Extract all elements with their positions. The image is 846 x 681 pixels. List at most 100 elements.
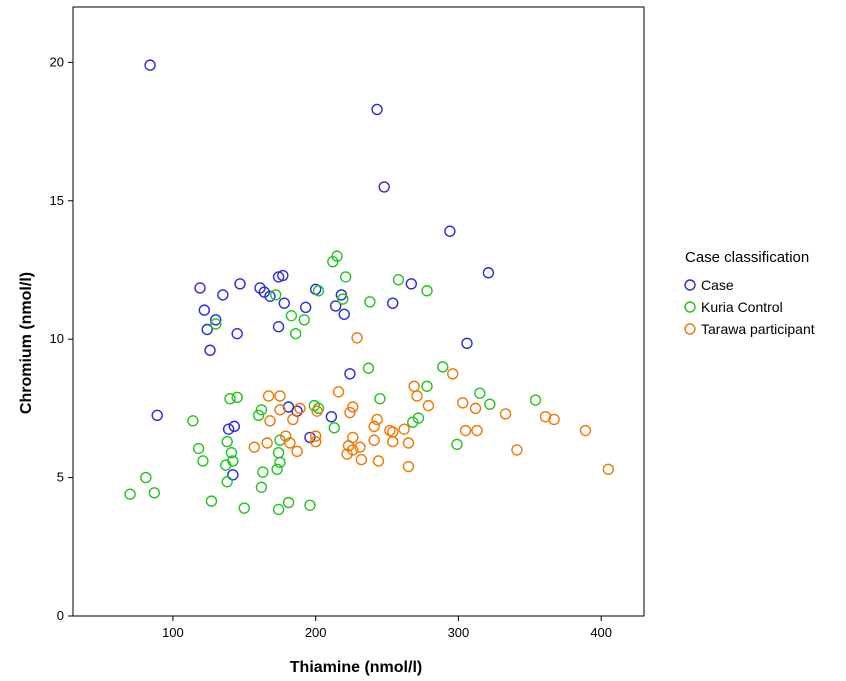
data-point (231, 391, 243, 404)
plot-frame (72, 6, 645, 617)
data-point (255, 481, 268, 493)
data-point (255, 404, 268, 416)
data-point (398, 423, 410, 435)
data-point (407, 416, 419, 428)
data-point (325, 410, 338, 423)
x-axis-title: Thiamine (nmol/l) (290, 659, 422, 676)
x-tick-label: 300 (448, 625, 470, 640)
data-point (371, 413, 383, 426)
data-point (461, 337, 473, 350)
data-point (421, 285, 433, 297)
data-point (482, 267, 495, 279)
data-point (311, 405, 323, 417)
data-point (371, 103, 383, 116)
data-point (451, 438, 463, 451)
data-point (378, 181, 390, 193)
data-point (198, 304, 211, 316)
data-point (387, 297, 399, 309)
data-point (421, 380, 433, 392)
data-point (274, 434, 286, 446)
data-point (221, 476, 233, 488)
data-point (272, 503, 285, 516)
data-point (327, 255, 339, 268)
data-point (270, 289, 282, 301)
data-point (471, 424, 483, 437)
data-point (329, 300, 342, 312)
data-point (344, 368, 356, 380)
data-point (304, 499, 316, 511)
data-point (234, 278, 246, 290)
data-point (248, 441, 260, 453)
data-point (444, 225, 456, 237)
data-point (469, 402, 482, 415)
data-point (204, 344, 216, 356)
data-point (392, 273, 405, 286)
data-point (351, 332, 363, 344)
data-point (499, 408, 512, 420)
y-tick-label: 10 (50, 331, 64, 346)
data-point (422, 399, 435, 412)
data-point (402, 460, 415, 473)
data-point (144, 59, 156, 71)
data-point (548, 413, 560, 426)
data-point (294, 402, 306, 415)
y-tick-label: 15 (50, 193, 64, 208)
data-point (238, 502, 251, 514)
data-point (287, 413, 299, 426)
data-point (529, 394, 542, 406)
data-point (299, 301, 312, 314)
data-point (579, 424, 592, 437)
data-point (210, 314, 222, 326)
data-point (344, 406, 356, 419)
y-tick-label: 5 (57, 470, 64, 485)
data-point (225, 446, 238, 459)
data-point (347, 401, 359, 413)
data-point (309, 430, 322, 442)
legend-label: Case (701, 277, 734, 293)
data-point (272, 446, 285, 459)
data-point (304, 431, 316, 444)
data-point (148, 487, 161, 499)
data-point (474, 387, 486, 399)
data-point (457, 397, 469, 409)
legend-label: Kuria Control (701, 299, 783, 315)
data-point (368, 420, 380, 433)
data-point (355, 453, 368, 466)
data-point (274, 390, 286, 402)
x-tick-label: 200 (305, 625, 327, 640)
data-point (228, 420, 241, 433)
x-tick-label: 100 (162, 625, 184, 640)
data-point (332, 386, 345, 398)
data-point (291, 445, 303, 457)
data-point (511, 444, 523, 456)
data-point (197, 455, 209, 467)
data-point (217, 289, 229, 301)
y-axis-title: Chromium (nmol/l) (18, 272, 35, 414)
data-point (187, 415, 199, 427)
data-point (192, 442, 205, 455)
legend-marker (684, 323, 696, 335)
data-point (447, 368, 459, 380)
legend-marker (684, 279, 696, 291)
series-tarawa-participant (248, 332, 615, 475)
data-point (262, 390, 275, 402)
data-point (221, 435, 233, 448)
data-point (312, 285, 325, 297)
series-kuria-control (124, 250, 542, 516)
data-point (282, 496, 295, 509)
data-point (289, 327, 302, 340)
data-point (285, 309, 298, 322)
data-point (210, 318, 222, 330)
data-point (602, 463, 615, 475)
data-point (402, 437, 415, 449)
data-point (224, 392, 236, 405)
data-point (274, 456, 286, 469)
data-point (278, 297, 290, 309)
data-point (411, 390, 423, 402)
data-point (341, 448, 353, 460)
data-point (258, 286, 270, 298)
data-point (354, 441, 366, 453)
y-tick-label: 20 (50, 54, 64, 69)
data-point (374, 392, 386, 405)
data-point (298, 314, 310, 326)
